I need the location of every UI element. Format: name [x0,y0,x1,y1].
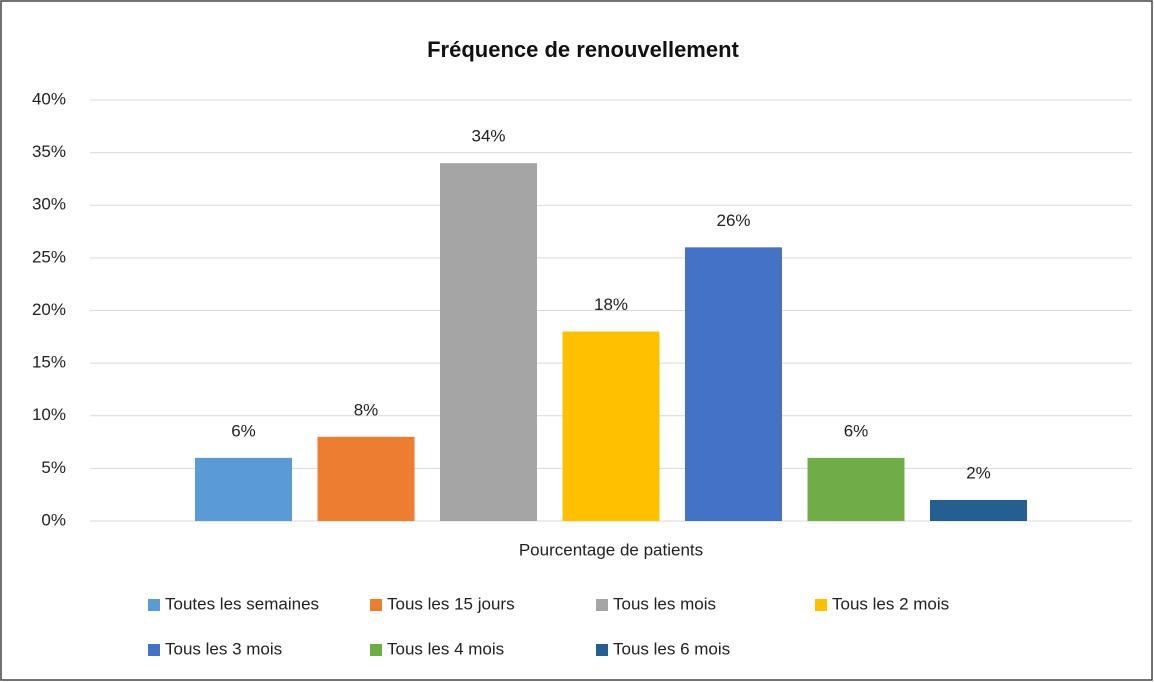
y-tick-label: 25% [32,247,66,266]
value-label: 18% [594,295,628,314]
y-tick-label: 5% [41,458,66,477]
y-tick-label: 15% [32,353,66,372]
y-tick-label: 30% [32,195,66,214]
bar [685,247,782,521]
bar [807,457,905,521]
y-tick-label: 20% [32,300,66,319]
legend-label: Tous les 4 mois [387,639,504,658]
bar [195,457,292,521]
value-label: 6% [844,421,869,440]
bar [440,163,537,521]
legend-swatch [815,599,827,611]
value-label: 26% [716,211,750,230]
x-tick-label: Pourcentage de patients [519,540,703,559]
bar [562,331,660,521]
y-tick-label: 0% [41,510,66,529]
y-tick-label: 35% [32,142,66,161]
legend-label: Tous les 15 jours [387,594,515,613]
bar [317,436,415,521]
legend-swatch [370,599,382,611]
value-label: 2% [966,463,991,482]
y-tick-label: 10% [32,405,66,424]
legend-swatch [596,644,608,656]
legend-label: Toutes les semaines [165,594,319,613]
legend-swatch [370,644,382,656]
chart-title: Fréquence de renouvellement [427,37,739,62]
legend-label: Tous les 2 mois [832,594,949,613]
value-label: 34% [471,127,505,146]
y-tick-label: 40% [32,89,66,108]
legend-swatch [148,644,160,656]
value-label: 6% [231,421,256,440]
value-label: 8% [354,400,379,419]
legend-swatch [596,599,608,611]
legend-label: Tous les mois [613,594,716,613]
legend-label: Tous les 6 mois [613,639,730,658]
legend-swatch [148,599,160,611]
bar [930,499,1027,521]
legend-label: Tous les 3 mois [165,639,282,658]
